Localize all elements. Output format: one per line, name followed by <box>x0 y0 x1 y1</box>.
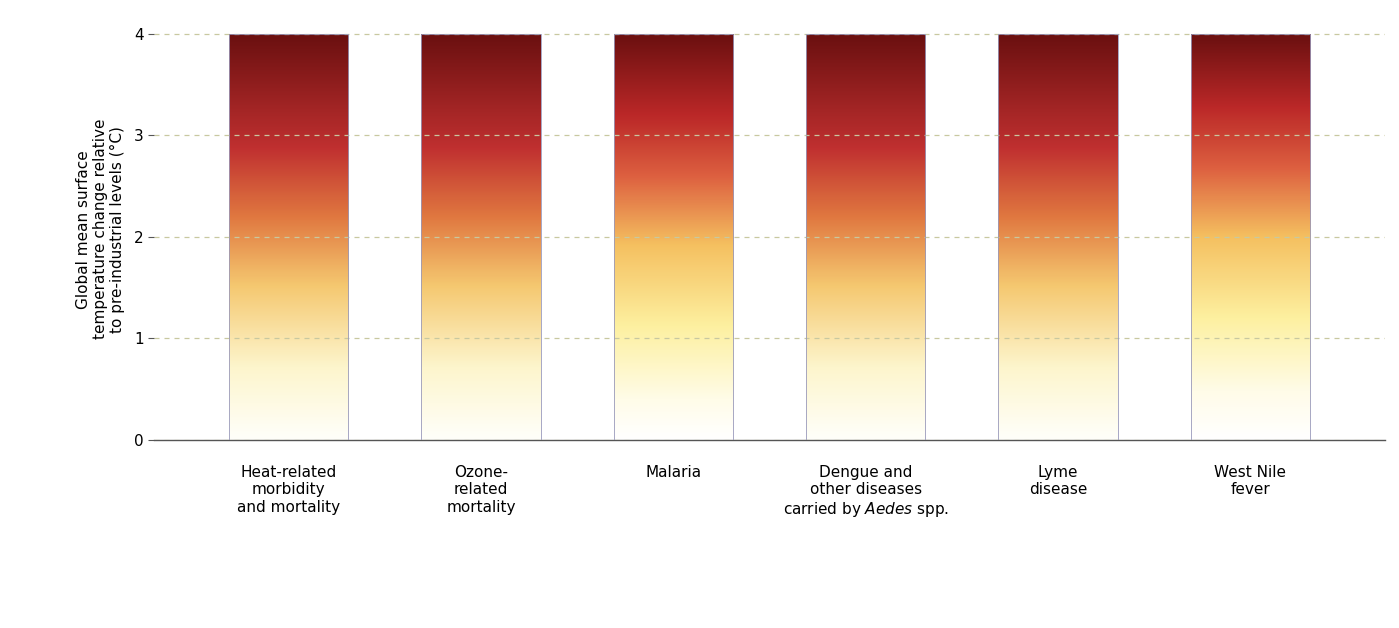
Text: Heat-related
morbidity
and mortality: Heat-related morbidity and mortality <box>236 465 340 514</box>
Text: Lyme
disease: Lyme disease <box>1028 465 1087 497</box>
Text: Malaria: Malaria <box>645 465 701 480</box>
Bar <box>806 34 925 440</box>
Bar <box>421 34 540 440</box>
Text: Dengue and
other diseases
carried by $\it{Aedes}$ spp.: Dengue and other diseases carried by $\i… <box>782 465 949 519</box>
Bar <box>229 34 348 440</box>
Text: West Nile
fever: West Nile fever <box>1214 465 1286 497</box>
Bar <box>999 34 1118 440</box>
Y-axis label: Global mean surface
temperature change relative
to pre-industrial levels (°C): Global mean surface temperature change r… <box>76 119 126 340</box>
Text: Ozone-
related
mortality: Ozone- related mortality <box>446 465 516 514</box>
Bar <box>614 34 733 440</box>
Bar <box>1191 34 1309 440</box>
